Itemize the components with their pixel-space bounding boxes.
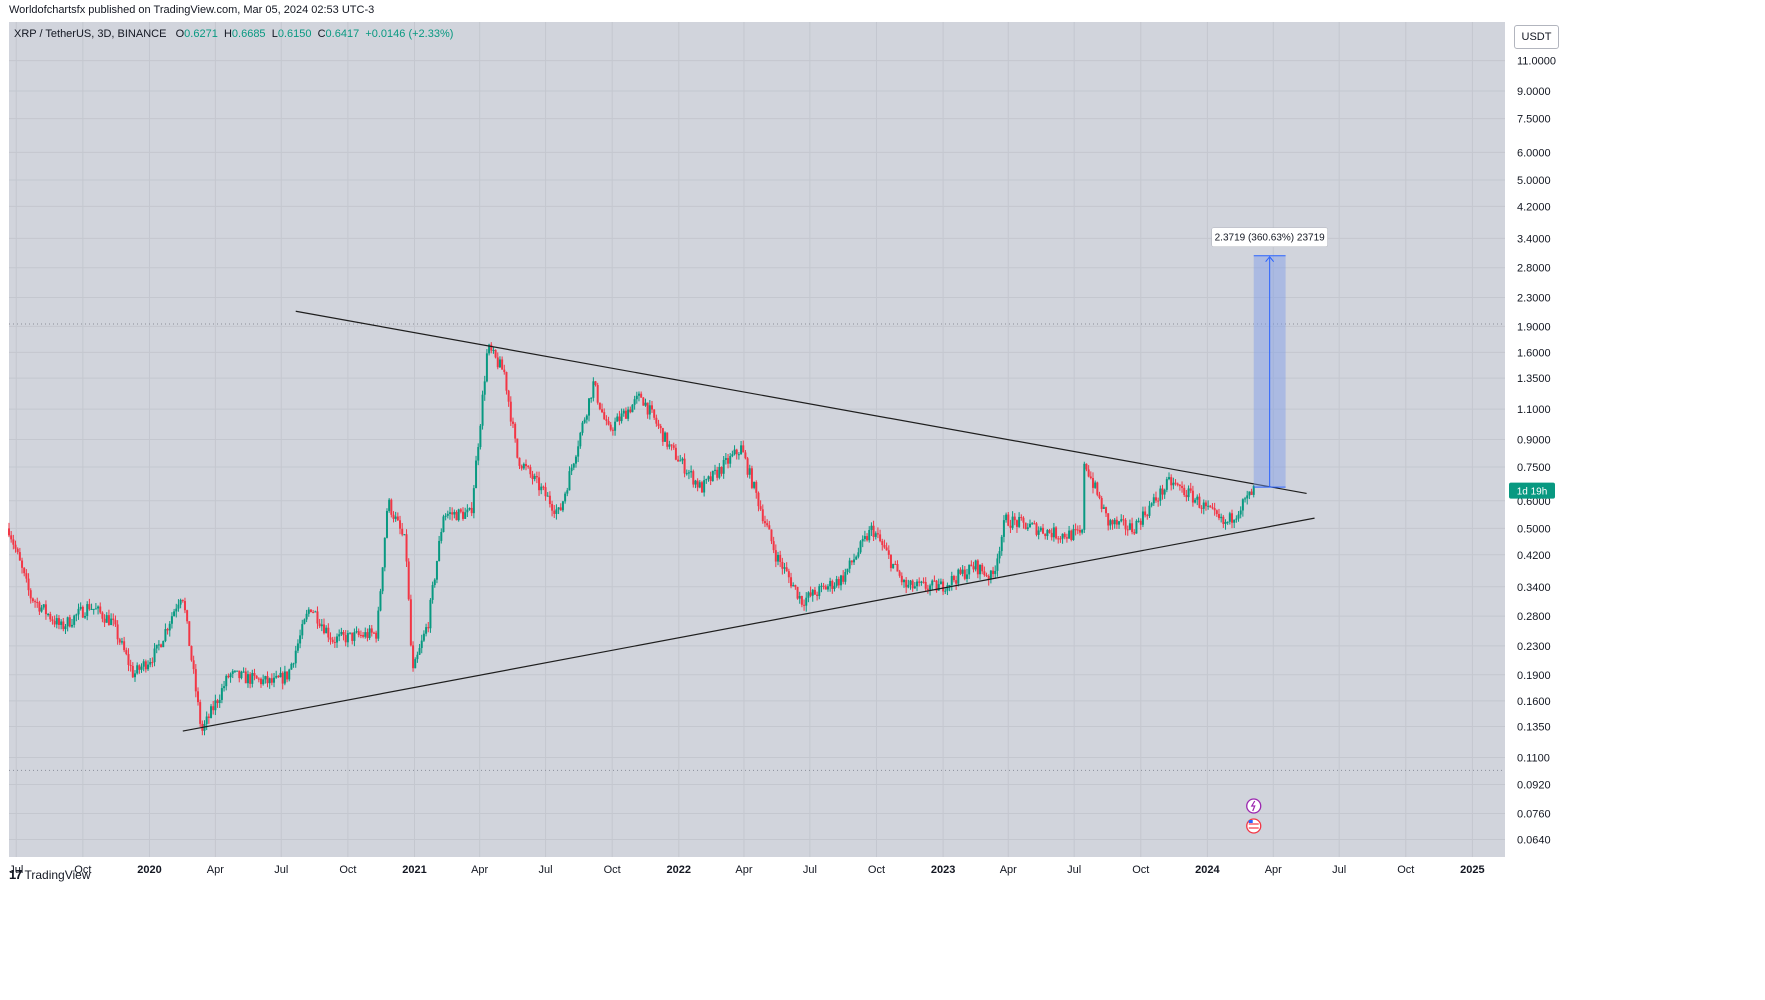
x-tick-label: Apr [735,864,752,876]
symbol-name[interactable]: XRP / TetherUS, 3D, BINANCE [14,28,167,40]
x-tick-label: Apr [207,864,224,876]
y-tick-label: 4.2000 [1517,201,1551,213]
y-tick-label: 0.7500 [1517,462,1551,474]
y-tick-label: 7.5000 [1517,114,1551,126]
y-tick-label: 1.1000 [1517,404,1551,416]
chart-pane[interactable] [9,22,1505,857]
currency-button[interactable]: USDT [1514,25,1559,49]
y-tick-label: 0.6000 [1517,496,1551,508]
low-label: L [271,28,278,40]
last-price-tag [1509,482,1555,499]
x-tick-label: Oct [1397,864,1414,876]
x-tick-label: Jul [274,864,288,876]
open-label: O [175,28,185,40]
tradingview-logo[interactable]: 17 TradingView [9,867,91,882]
published-caption: Worldofchartsfx published on TradingView… [9,4,375,16]
y-tick-label: 0.1900 [1517,670,1551,682]
y-tick-label: 6.0000 [1517,147,1551,159]
y-tick-label: 1.3500 [1517,373,1551,385]
y-tick-label: 0.2300 [1517,641,1551,653]
close-value: 0.6417 [325,28,360,40]
x-tick-label: 2024 [1195,864,1220,876]
x-tick-label: Oct [1132,864,1149,876]
y-tick-label: 0.0760 [1517,808,1551,820]
y-tick-label: 0.4200 [1517,550,1551,562]
y-tick-label: 9.0000 [1517,86,1551,98]
countdown-label: 1d 19h [1517,487,1548,498]
x-tick-label: Jul [1332,864,1346,876]
y-tick-label: 0.1100 [1517,753,1550,765]
y-tick-label: 1.6000 [1517,347,1551,359]
y-tick-label: 2.8000 [1517,263,1551,275]
x-tick-label: Apr [1000,864,1017,876]
y-tick-label: 5.0000 [1517,175,1551,187]
symbol-legend: XRP / TetherUS, 3D, BINANCE O0.6271 H0.6… [14,28,453,40]
x-tick-label: 2020 [137,864,161,876]
x-tick-label: Oct [339,864,356,876]
y-tick-label: 0.5000 [1517,523,1551,535]
high-label: H [223,28,232,40]
tradingview-logo-icon: 17 [9,867,23,882]
y-tick-label: 3.4000 [1517,233,1551,245]
low-value: 0.6150 [277,28,312,40]
y-tick-label: 11.0000 [1517,56,1556,68]
y-tick-label: 2.3000 [1517,292,1551,304]
x-tick-label: Jul [539,864,553,876]
y-tick-label: 0.0920 [1517,780,1551,792]
x-tick-label: 2025 [1460,864,1484,876]
x-tick-label: 2023 [931,864,955,876]
change-value: +0.0146 (+2.33%) [365,28,454,40]
y-tick-label: 0.2800 [1517,611,1551,623]
y-tick-label: 0.9000 [1517,434,1551,446]
x-tick-label: Apr [471,864,488,876]
x-tick-label: Oct [868,864,885,876]
open-value: 0.6271 [184,28,218,40]
y-tick-label: 1.9000 [1517,321,1551,333]
x-tick-label: Jul [803,864,817,876]
close-label: C [317,28,326,40]
x-tick-label: 2021 [402,864,426,876]
x-tick-label: 2022 [667,864,691,876]
high-value: 0.6685 [231,28,266,40]
y-tick-label: 0.1350 [1517,722,1551,734]
y-tick-label: 0.1600 [1517,696,1551,708]
tradingview-logo-text: TradingView [24,867,91,882]
x-tick-label: Apr [1265,864,1282,876]
y-tick-label: 0.0640 [1517,834,1551,846]
x-tick-label: Jul [1067,864,1081,876]
y-tick-label: 0.3400 [1517,582,1551,594]
x-tick-label: Oct [604,864,621,876]
